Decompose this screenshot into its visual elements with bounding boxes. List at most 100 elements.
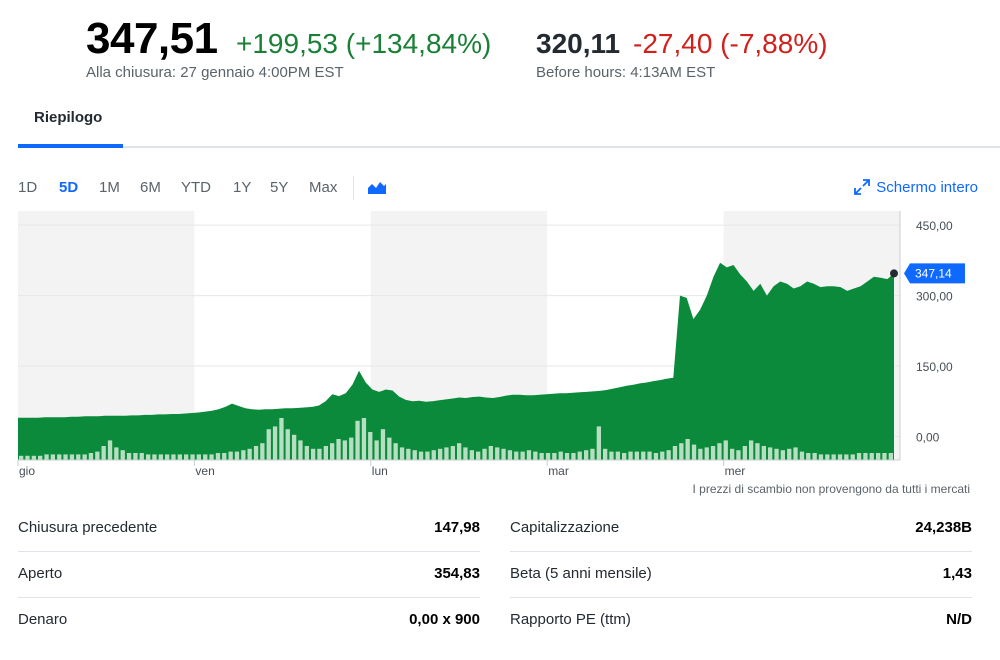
stat-value: 0,00 x 900 [409, 611, 480, 628]
volume-bar [495, 447, 500, 460]
volume-bar [730, 448, 735, 460]
volume-bar [380, 429, 386, 460]
volume-bar [165, 454, 170, 460]
volume-bar [374, 440, 379, 460]
volume-bar [749, 440, 754, 460]
current-price-label: 347,14 [915, 266, 952, 280]
volume-bar [438, 448, 443, 460]
current-price-dot [890, 269, 898, 278]
volume-bar [253, 446, 259, 460]
volume-bar [19, 455, 24, 460]
price-current: 347,51 [86, 14, 218, 63]
volume-bar [418, 451, 424, 460]
volume-bar [355, 420, 360, 460]
volume-bar [272, 426, 278, 460]
volume-bar [818, 454, 824, 460]
fullscreen-button[interactable]: Schermo intero [854, 179, 978, 196]
volume-bar [95, 451, 100, 460]
volume-bar [615, 451, 620, 460]
volume-bar [368, 432, 373, 460]
volume-bar [158, 454, 163, 460]
volume-bar [825, 454, 830, 460]
stat-row-pe-ratio: Rapporto PE (ttm) N/D [510, 598, 972, 644]
volume-bar [666, 450, 671, 460]
range-button-5d[interactable]: 5D [59, 179, 79, 196]
volume-bar [564, 453, 570, 460]
volume-bar [704, 447, 709, 460]
volume-bar [444, 447, 449, 460]
volume-bar [685, 439, 690, 460]
current-price-badge [904, 263, 965, 284]
range-button-max[interactable]: Max [309, 179, 338, 196]
pre-market-change: -27,40 (-7,88%) [633, 28, 828, 59]
range-button-1m[interactable]: 1M [99, 179, 120, 196]
volume-bar [698, 448, 703, 460]
stat-label: Rapporto PE (ttm) [510, 611, 631, 628]
volume-bar [247, 448, 252, 460]
volume-bar [260, 443, 265, 460]
volume-bar [234, 451, 240, 460]
volume-bar [774, 448, 779, 460]
volume-bar [425, 451, 430, 460]
volume-bar [336, 439, 341, 460]
volume-bar [634, 451, 639, 460]
stats-right-column: Capitalizzazione 24,238B Beta (5 anni me… [510, 506, 972, 644]
volume-bar [482, 448, 487, 460]
volume-bar [526, 450, 532, 460]
range-button-1y[interactable]: 1Y [233, 179, 252, 196]
stat-label: Beta (5 anni mensile) [510, 565, 652, 582]
area-chart-icon[interactable] [368, 180, 386, 194]
volume-bar [552, 453, 557, 460]
tab-bar: Riepilogo [18, 96, 1000, 148]
volume-bar [812, 453, 817, 460]
volume-bar [603, 448, 608, 460]
stat-label: Aperto [18, 565, 63, 582]
volume-bar [584, 450, 589, 460]
close-note: Alla chiusura: 27 gennaio 4:00PM EST [86, 64, 344, 81]
range-button-ytd[interactable]: YTD [181, 179, 211, 196]
volume-bar [431, 450, 436, 460]
volume-bar [399, 447, 405, 460]
volume-bar [323, 446, 328, 460]
stat-row-bid: Denaro 0,00 x 900 [18, 598, 480, 644]
volume-bar [507, 450, 513, 460]
stat-value: 1,43 [942, 565, 972, 582]
price-chart[interactable]: 450,00 300,00 150,00 0,00 gio ven lun mar mer 347… [0, 205, 1000, 500]
tab-label: Riepilogo [34, 109, 103, 126]
volume-bar [571, 453, 576, 460]
stat-value: 354,83 [434, 565, 480, 582]
tab-riepilogo[interactable]: Riepilogo [18, 96, 123, 148]
price-area [18, 262, 894, 460]
volume-bar [837, 454, 843, 460]
y-tick-label: 300,00 [916, 290, 953, 304]
volume-bar [469, 450, 474, 460]
volume-bar [241, 450, 246, 460]
volume-bar [450, 446, 455, 460]
volume-bar [653, 453, 659, 460]
volume-bar [203, 454, 208, 460]
chart-disclaimer: I prezzi di scambio non provengono da tu… [692, 482, 970, 496]
volume-bar [196, 454, 201, 460]
volume-bar [882, 453, 887, 460]
stat-value: 147,98 [434, 519, 480, 536]
volume-bar [298, 440, 303, 460]
volume-bar [742, 446, 747, 460]
volume-bar [488, 446, 493, 460]
range-button-6m[interactable]: 6M [140, 179, 161, 196]
stat-label: Chiusura precedente [18, 519, 158, 536]
volume-bar [44, 454, 49, 460]
volume-bar [787, 448, 792, 460]
volume-bar [304, 446, 309, 460]
volume-bar [101, 446, 106, 460]
volume-bar [856, 453, 862, 460]
volume-bar [850, 454, 855, 460]
volume-bar [844, 454, 849, 460]
range-button-5y[interactable]: 5Y [270, 179, 289, 196]
volume-bar [393, 443, 398, 460]
range-button-1d[interactable]: 1D [18, 179, 38, 196]
volume-bar [545, 453, 551, 460]
volume-bar [63, 454, 68, 460]
volume-bar [57, 454, 62, 460]
volume-bar [88, 453, 94, 460]
volume-bar [577, 451, 582, 460]
